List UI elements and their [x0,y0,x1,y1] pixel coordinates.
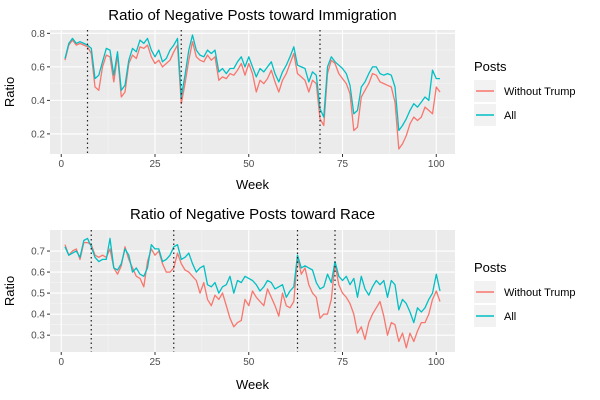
series-line-all [64,237,441,324]
y-tick-label: 0.2 [31,129,45,140]
y-tick-label: 0.4 [31,310,45,321]
legend-label: All [504,311,516,323]
y-tick-label: 0.6 [31,62,45,73]
y-tick-label: 0.8 [31,29,45,40]
x-tick-label: 100 [428,159,445,170]
y-tick-label: 0.3 [31,331,45,342]
x-tick-label: 25 [149,357,161,368]
chart-title: Ratio of Negative Posts toward Immigrati… [108,7,396,24]
y-tick-label: 0.4 [31,96,45,107]
legend-title: Posts [474,59,507,74]
chart-panel-1: 0 25 50 75 100 0.2 0.4 0.6 0.8 Ratio of Negative … [2,7,576,192]
chart-panel-2: 0 25 50 75 100 0.3 0.4 0.5 0.6 0.7 Ratio of Negati… [2,206,576,392]
y-tick-label: 0.5 [31,289,45,300]
plot-background [50,30,455,154]
series-line-without-trump [64,241,441,349]
chart-title: Ratio of Negative Posts toward Race [130,206,375,223]
x-tick-label: 0 [58,357,64,368]
x-tick-label: 0 [58,159,64,170]
series-line-without-trump [64,39,441,150]
series-line-all [64,34,440,132]
x-tick-label: 25 [149,159,161,170]
x-tick-label: 75 [337,159,349,170]
x-tick-label: 75 [337,357,349,368]
legend-title: Posts [474,260,507,275]
x-tick-label: 100 [428,357,445,368]
y-tick-label: 0.7 [31,247,45,258]
legend-label: Without Trump [504,86,576,98]
legend-label: Without Trump [504,287,576,299]
legend: Posts Without Trump All [474,260,576,327]
x-axis-label: Week [236,377,269,392]
y-tick-label: 0.6 [31,268,45,279]
legend: Posts Without Trump All [474,59,576,126]
x-axis-label: Week [236,177,269,192]
y-axis-label: Ratio [2,77,17,107]
x-tick-label: 50 [243,357,255,368]
y-axis-label: Ratio [2,276,17,306]
legend-label: All [504,110,516,122]
x-tick-label: 50 [243,159,255,170]
